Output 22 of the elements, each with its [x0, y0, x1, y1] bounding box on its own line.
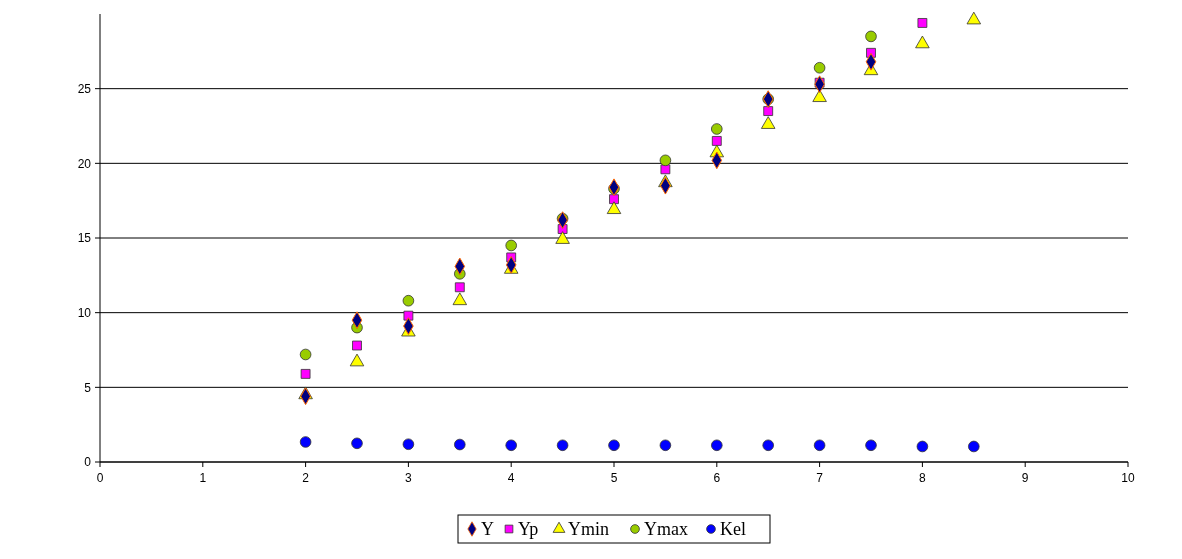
x-tick-label: 2 — [302, 471, 310, 485]
y-tick-label: 5 — [84, 380, 92, 395]
x-tick-label: 9 — [1021, 471, 1029, 485]
x-tick-label: 0 — [96, 471, 104, 485]
y-tick-label: 10 — [77, 305, 92, 320]
x-tick-label: 5 — [610, 471, 618, 485]
y-tick-label: 25 — [77, 81, 92, 96]
x-tick-label: 4 — [507, 471, 515, 485]
x-tick-label: 10 — [1121, 471, 1135, 485]
x-tick-label: 7 — [816, 471, 824, 485]
y-tick-label: 0 — [84, 455, 92, 470]
legend-label: Yp — [518, 519, 539, 539]
y-tick-label: 20 — [77, 156, 92, 171]
legend-label: Y — [481, 519, 494, 539]
x-tick-label: 6 — [713, 471, 721, 485]
y-tick-label: 15 — [77, 231, 92, 246]
x-tick-label: 3 — [405, 471, 413, 485]
x-tick-label: 1 — [199, 471, 207, 485]
x-tick-label: 8 — [919, 471, 927, 485]
legend-label: Kel — [720, 519, 746, 539]
legend-label: Ymax — [644, 519, 688, 539]
legend-label: Ymin — [568, 519, 610, 539]
